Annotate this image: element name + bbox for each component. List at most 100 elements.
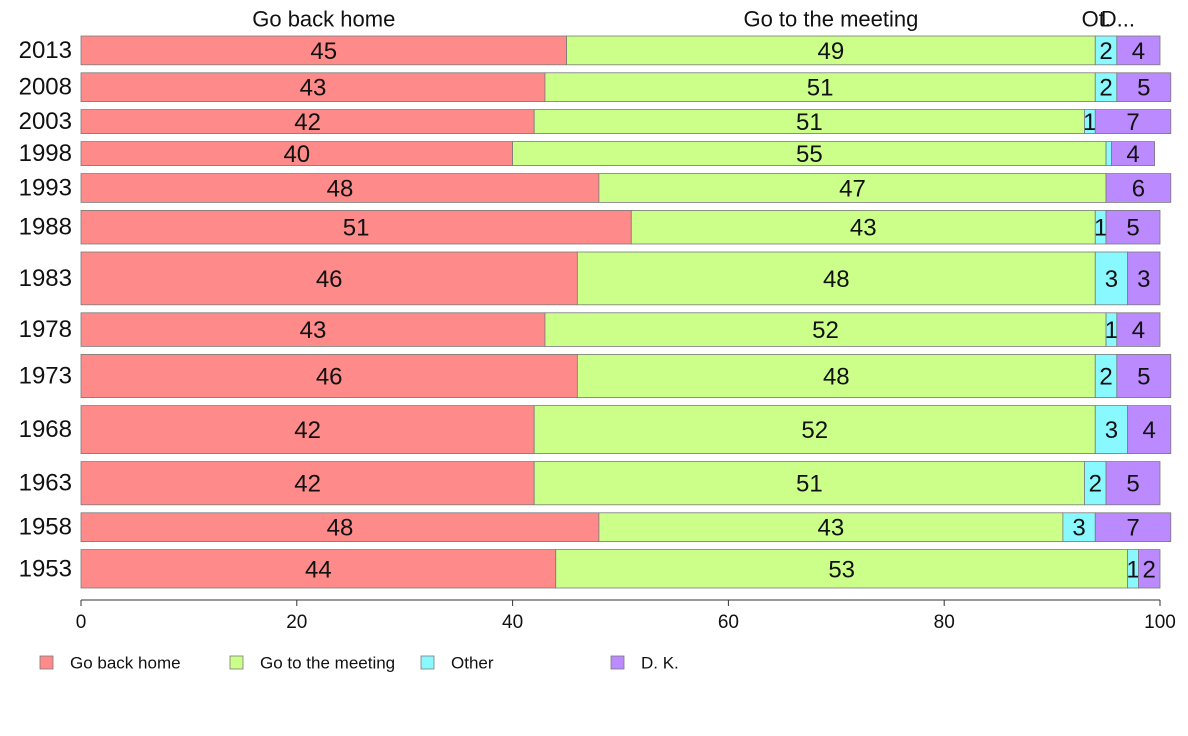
data-label: 51	[796, 109, 823, 136]
legend-item-go-back-home: Go back home	[39, 654, 181, 673]
bar-segment-d-k	[1116, 35, 1161, 66]
data-label: 48	[823, 266, 850, 293]
bar-segment-go-to-the-meeting	[544, 312, 1107, 347]
year-label: 1983	[19, 265, 72, 292]
bar-segment-d-k	[1105, 209, 1161, 245]
x-tick-label: 100	[1144, 612, 1176, 633]
data-label: 42	[294, 109, 321, 136]
bar-segment-other	[1094, 251, 1129, 306]
year-label: 1953	[19, 555, 72, 582]
bar-segment-other	[1105, 141, 1112, 167]
data-label: 42	[294, 471, 321, 498]
legend-label: D. K.	[641, 654, 679, 673]
data-label: 48	[823, 364, 850, 391]
data-label: 2	[1099, 38, 1112, 65]
data-label: 47	[839, 176, 866, 203]
bar-segment-go-to-the-meeting	[598, 512, 1064, 542]
data-label: 46	[316, 266, 343, 293]
bar-row-1963: 1963 42 51 2 5	[19, 461, 1161, 506]
column-header: Go back home	[252, 7, 395, 32]
bar-row-1983: 1983 46 48 3 3	[19, 251, 1161, 306]
legend-swatch	[39, 655, 54, 670]
column-header: Ot.	[1082, 7, 1111, 32]
bar-row-1988: 1988 51 43 1 5	[19, 209, 1161, 245]
data-label: 40	[283, 141, 310, 168]
data-label: 1	[1083, 109, 1096, 136]
column-header: Go to the meeting	[743, 7, 918, 32]
bar-segment-go-to-the-meeting	[576, 353, 1096, 398]
bar-segment-go-back-home	[80, 141, 514, 167]
data-label: 53	[828, 556, 855, 583]
bar-segment-go-back-home	[80, 251, 578, 306]
data-label: 3	[1137, 266, 1150, 293]
data-label: 2	[1099, 75, 1112, 102]
legend-item-d-k: D. K.	[610, 654, 679, 673]
legend: Go back home Go to the meeting Other D. K.	[39, 654, 679, 673]
bar-segment-go-to-the-meeting	[533, 461, 1085, 506]
data-label: 4	[1143, 417, 1156, 444]
data-label: 52	[812, 317, 839, 344]
data-label: 4	[1132, 38, 1145, 65]
data-label: 7	[1126, 515, 1139, 542]
data-label: 46	[316, 364, 343, 391]
legend-label: Other	[451, 654, 494, 673]
data-label: 1	[1094, 215, 1107, 242]
bar-segment-d-k	[1094, 109, 1172, 134]
bar-segment-go-to-the-meeting	[598, 173, 1107, 203]
data-label: 2	[1143, 556, 1156, 583]
bar-segment-go-back-home	[80, 109, 535, 134]
legend-swatch	[610, 655, 625, 670]
bar-segment-go-back-home	[80, 209, 632, 245]
x-tick-label: 60	[718, 612, 739, 633]
year-label: 2013	[19, 37, 72, 64]
bar-segment-go-to-the-meeting	[512, 141, 1107, 167]
year-label: 1973	[19, 363, 72, 390]
data-label: 49	[818, 38, 845, 65]
legend-item-other: Other	[420, 654, 494, 673]
data-label: 7	[1126, 109, 1139, 136]
year-label: 1998	[19, 140, 72, 167]
x-tick-label: 80	[934, 612, 955, 633]
data-label: 5	[1126, 471, 1139, 498]
legend-swatch	[420, 655, 435, 670]
data-label: 51	[796, 471, 823, 498]
data-label: 5	[1137, 75, 1150, 102]
data-label: 43	[818, 515, 845, 542]
bar-segment-d-k	[1116, 312, 1161, 347]
data-label: 3	[1105, 417, 1118, 444]
bar-row-2003: 2003 42 51 1 7	[19, 108, 1172, 136]
data-label: 2	[1099, 364, 1112, 391]
bar-segment-go-back-home	[80, 512, 600, 542]
bar-segment-go-back-home	[80, 461, 535, 506]
bar-segment-go-back-home	[80, 549, 557, 589]
bar-segment-go-back-home	[80, 35, 567, 66]
data-label: 52	[801, 417, 828, 444]
x-axis: 0 20 40 60 80 100	[76, 599, 1176, 633]
year-label: 1963	[19, 470, 72, 497]
data-label: 42	[294, 417, 321, 444]
data-label: 1	[1126, 556, 1139, 583]
bar-segment-go-back-home	[80, 353, 578, 398]
data-label: 43	[850, 215, 877, 242]
bar-row-2008: 2008 43 51 2 5	[19, 72, 1172, 103]
x-tick-label: 40	[502, 612, 523, 633]
bar-row-1973: 1973 46 48 2 5	[19, 353, 1172, 398]
bar-row-1968: 1968 42 52 3 4	[19, 405, 1172, 455]
bar-segment-other	[1094, 405, 1129, 455]
x-tick-label: 20	[286, 612, 307, 633]
bar-row-1958: 1958 48 43 3 7	[19, 512, 1172, 542]
year-label: 1988	[19, 214, 72, 241]
bar-segment-d-k	[1116, 353, 1172, 398]
data-label: 51	[807, 75, 834, 102]
legend-label: Go to the meeting	[260, 654, 395, 673]
data-label: 51	[343, 215, 370, 242]
column-header: D...	[1101, 7, 1135, 32]
data-label: 1	[1105, 317, 1118, 344]
column-headers: Go back home Go to the meeting Ot.D...	[252, 7, 1135, 32]
bar-row-1993: 1993 48 47 6	[19, 173, 1172, 203]
bar-segment-other	[1062, 512, 1096, 542]
legend-label: Go back home	[70, 654, 181, 673]
bar-segment-go-to-the-meeting	[544, 72, 1096, 103]
